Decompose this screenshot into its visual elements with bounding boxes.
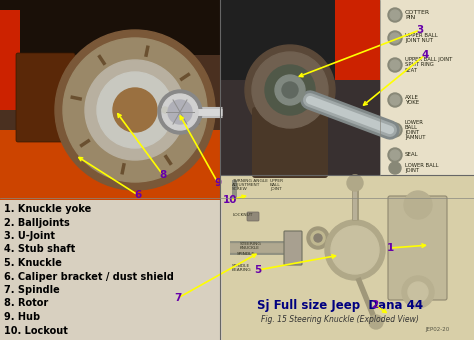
Circle shape bbox=[141, 136, 147, 141]
Circle shape bbox=[390, 95, 400, 105]
Text: 2: 2 bbox=[371, 300, 379, 310]
Circle shape bbox=[245, 45, 335, 135]
Circle shape bbox=[388, 31, 402, 45]
Circle shape bbox=[404, 191, 432, 219]
Circle shape bbox=[307, 227, 329, 249]
Circle shape bbox=[408, 282, 428, 302]
Circle shape bbox=[282, 82, 298, 98]
Text: LOWER BALL
JOINT: LOWER BALL JOINT bbox=[405, 163, 438, 173]
Circle shape bbox=[311, 231, 325, 245]
FancyBboxPatch shape bbox=[0, 198, 222, 340]
Text: LOWER
BALL
JOINT
JAMNUT: LOWER BALL JOINT JAMNUT bbox=[405, 120, 426, 140]
Text: Fig. 15 Steering Knuckle (Exploded View): Fig. 15 Steering Knuckle (Exploded View) bbox=[261, 316, 419, 324]
Circle shape bbox=[390, 60, 400, 70]
FancyBboxPatch shape bbox=[247, 212, 259, 221]
Text: Sj Full size Jeep  Dana 44: Sj Full size Jeep Dana 44 bbox=[257, 299, 423, 311]
Text: 4. Stub shaft: 4. Stub shaft bbox=[4, 244, 75, 255]
Circle shape bbox=[252, 52, 328, 128]
Circle shape bbox=[388, 8, 402, 22]
Text: 9: 9 bbox=[214, 178, 221, 188]
Circle shape bbox=[388, 58, 402, 72]
FancyBboxPatch shape bbox=[335, 0, 380, 80]
Circle shape bbox=[325, 220, 385, 280]
Text: TURNING ANGLE
ADJUSTMENT
SCREW: TURNING ANGLE ADJUSTMENT SCREW bbox=[232, 179, 268, 191]
Text: 1: 1 bbox=[386, 243, 393, 253]
Circle shape bbox=[390, 150, 400, 160]
Text: UPPER BALL JOINT
SPLIT RING
SEAT: UPPER BALL JOINT SPLIT RING SEAT bbox=[405, 57, 452, 72]
Circle shape bbox=[331, 226, 379, 274]
FancyBboxPatch shape bbox=[220, 175, 474, 340]
Circle shape bbox=[108, 89, 114, 95]
Circle shape bbox=[63, 38, 207, 182]
Text: 10. Lockout: 10. Lockout bbox=[4, 325, 68, 336]
Circle shape bbox=[168, 100, 192, 124]
Circle shape bbox=[265, 65, 315, 115]
Text: 7. Spindle: 7. Spindle bbox=[4, 285, 60, 295]
Circle shape bbox=[389, 162, 401, 174]
Circle shape bbox=[369, 315, 383, 329]
Text: 1. Knuckle yoke: 1. Knuckle yoke bbox=[4, 204, 91, 214]
Circle shape bbox=[55, 30, 215, 190]
Circle shape bbox=[108, 125, 114, 131]
Text: STEERING
KNUCKLE: STEERING KNUCKLE bbox=[240, 242, 262, 250]
Text: UPPER
BALL
JOINT: UPPER BALL JOINT bbox=[270, 179, 284, 191]
Circle shape bbox=[113, 88, 157, 132]
Circle shape bbox=[390, 10, 400, 20]
Text: AXLE
YOKE: AXLE YOKE bbox=[405, 95, 419, 105]
Text: 7: 7 bbox=[174, 293, 182, 303]
Text: 6: 6 bbox=[134, 190, 142, 200]
Circle shape bbox=[162, 94, 198, 130]
Text: 3. U-Joint: 3. U-Joint bbox=[4, 231, 55, 241]
Circle shape bbox=[162, 107, 168, 113]
Text: 9. Hub: 9. Hub bbox=[4, 312, 40, 322]
FancyBboxPatch shape bbox=[220, 0, 380, 175]
Circle shape bbox=[158, 90, 202, 134]
FancyBboxPatch shape bbox=[220, 0, 380, 80]
Circle shape bbox=[85, 60, 185, 160]
Text: SEAL: SEAL bbox=[405, 153, 419, 157]
Text: 2. Balljoints: 2. Balljoints bbox=[4, 218, 70, 227]
Text: 10: 10 bbox=[223, 195, 237, 205]
FancyBboxPatch shape bbox=[380, 0, 474, 175]
Circle shape bbox=[314, 234, 322, 242]
Circle shape bbox=[275, 75, 305, 105]
Text: 5. Knuckle: 5. Knuckle bbox=[4, 258, 62, 268]
Text: JEP02-20: JEP02-20 bbox=[426, 327, 450, 333]
Text: 8: 8 bbox=[159, 170, 167, 180]
Text: COTTER
PIN: COTTER PIN bbox=[405, 10, 430, 20]
Circle shape bbox=[388, 123, 402, 137]
FancyBboxPatch shape bbox=[0, 55, 221, 130]
Text: 6. Caliper bracket / dust shield: 6. Caliper bracket / dust shield bbox=[4, 272, 174, 282]
Circle shape bbox=[390, 33, 400, 43]
Text: 5: 5 bbox=[255, 265, 262, 275]
FancyBboxPatch shape bbox=[0, 10, 20, 110]
Text: 8. Rotor: 8. Rotor bbox=[4, 299, 48, 308]
Circle shape bbox=[402, 276, 434, 308]
Text: SPINDLE
BEARING: SPINDLE BEARING bbox=[232, 264, 252, 272]
Circle shape bbox=[347, 175, 363, 191]
Circle shape bbox=[390, 125, 400, 135]
Circle shape bbox=[388, 93, 402, 107]
Circle shape bbox=[97, 72, 173, 148]
FancyBboxPatch shape bbox=[0, 0, 221, 200]
Circle shape bbox=[388, 148, 402, 162]
FancyBboxPatch shape bbox=[232, 180, 237, 198]
FancyBboxPatch shape bbox=[0, 0, 221, 60]
Text: 3: 3 bbox=[416, 25, 424, 35]
FancyBboxPatch shape bbox=[252, 107, 328, 178]
FancyBboxPatch shape bbox=[0, 120, 221, 200]
FancyBboxPatch shape bbox=[284, 231, 302, 265]
Circle shape bbox=[141, 79, 147, 84]
Text: LOCKNUT: LOCKNUT bbox=[233, 213, 254, 217]
Text: UPPER BALL
JOINT NUT: UPPER BALL JOINT NUT bbox=[405, 33, 438, 43]
Text: SPINDLE: SPINDLE bbox=[237, 252, 255, 256]
FancyBboxPatch shape bbox=[16, 53, 75, 142]
FancyBboxPatch shape bbox=[388, 196, 447, 300]
Text: 4: 4 bbox=[421, 50, 428, 60]
